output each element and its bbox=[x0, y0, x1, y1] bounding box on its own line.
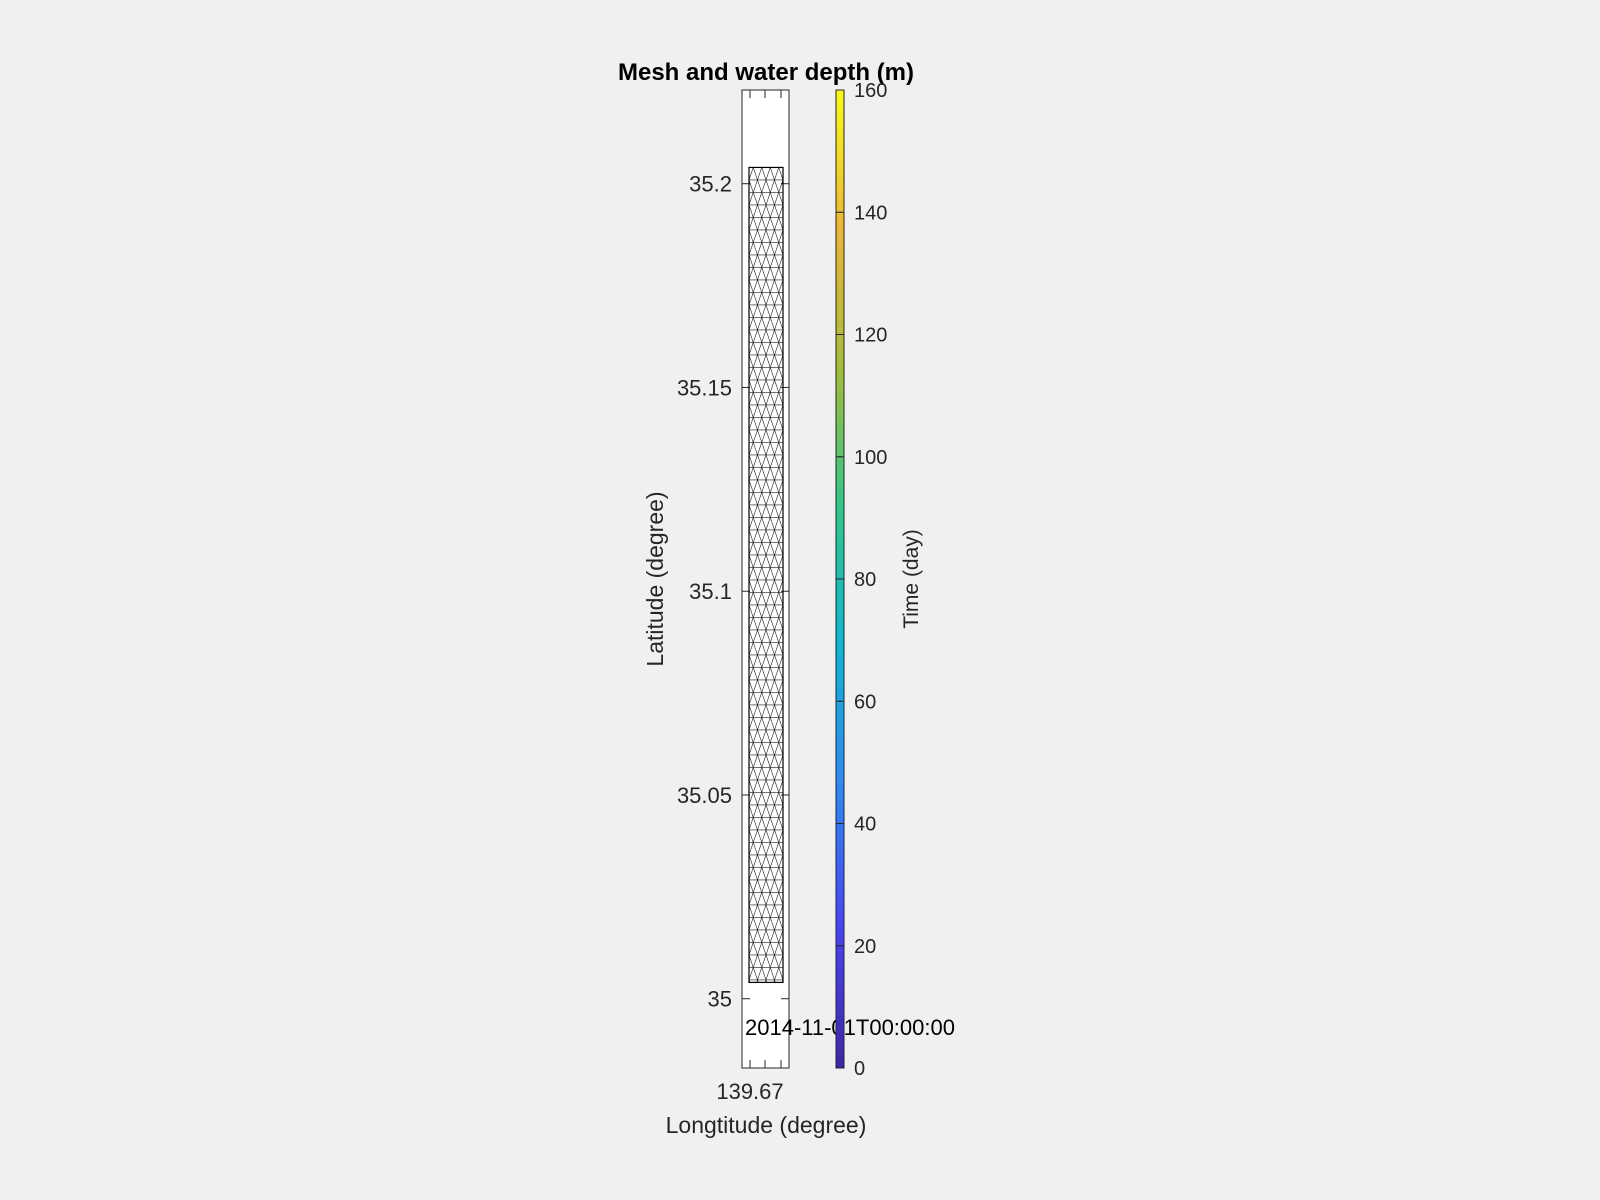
colorbar-tick-label: 20 bbox=[854, 936, 876, 958]
x-tick-labels: 139.67 bbox=[716, 1079, 783, 1104]
chart-title: Mesh and water depth (m) bbox=[618, 59, 914, 86]
colorbar-tick-label: 140 bbox=[854, 202, 887, 224]
plot-area bbox=[741, 89, 790, 1069]
colorbar-label: Time (day) bbox=[900, 529, 923, 629]
y-tick-label: 35.05 bbox=[677, 783, 732, 808]
timestamp-label: 2014-11-01T00:00:00 bbox=[745, 1015, 955, 1040]
mesh-grid bbox=[749, 167, 783, 983]
colorbar-tick-label: 80 bbox=[854, 569, 876, 591]
mesh-lines bbox=[749, 167, 783, 983]
colorbar-tick-label: 40 bbox=[854, 814, 876, 836]
colorbar-tick-label: 60 bbox=[854, 691, 876, 713]
y-tick-label: 35.1 bbox=[689, 579, 732, 604]
y-tick-label: 35.2 bbox=[689, 172, 732, 197]
colorbar-tick-labels: 0 20 40 60 80 100 120 140 160 bbox=[854, 80, 887, 1080]
y-tick-label: 35 bbox=[708, 987, 732, 1012]
colorbar: 0 20 40 60 80 100 120 140 160 bbox=[835, 80, 887, 1080]
colorbar-tick-label: 100 bbox=[854, 447, 887, 469]
y-tick-labels: 35 35.05 35.1 35.15 35.2 bbox=[677, 172, 732, 1012]
x-axis-label: Longtitude (degree) bbox=[666, 1112, 867, 1138]
colorbar-tick-label: 0 bbox=[854, 1058, 865, 1080]
mesh-boundary bbox=[748, 166, 784, 984]
y-tick-label: 35.15 bbox=[677, 375, 732, 400]
colorbar-ticks bbox=[836, 89, 844, 1069]
y-axis-label: Latitude (degree) bbox=[642, 491, 668, 666]
colorbar-tick-label: 160 bbox=[854, 80, 887, 102]
colorbar-tick-label: 120 bbox=[854, 325, 887, 347]
x-tick-label: 139.67 bbox=[716, 1079, 783, 1104]
x-tick-marks bbox=[749, 90, 782, 1068]
